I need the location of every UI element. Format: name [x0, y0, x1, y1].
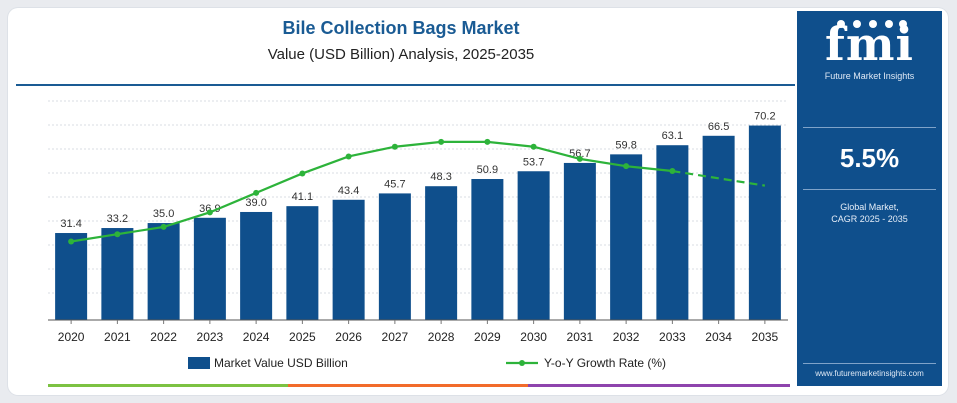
title-divider [16, 84, 795, 86]
bar-2030 [517, 171, 550, 320]
legend-line-label: Y-o-Y Growth Rate (%) [544, 356, 666, 370]
sidebar-divider-bottom [803, 363, 936, 364]
cagr-value: 5.5% [839, 143, 900, 173]
growth-point-2023 [206, 209, 213, 216]
x-tick-label-2029: 2029 [474, 330, 501, 344]
growth-point-2029 [484, 138, 491, 145]
bar-label-2035: 70.2 [754, 111, 775, 123]
chart-card: Bile Collection Bags Market Value (USD B… [8, 8, 948, 395]
x-tick-label-2030: 2030 [520, 330, 547, 344]
growth-line-dashed [672, 169, 766, 187]
growth-point-2030 [530, 143, 537, 150]
bar-2026 [332, 199, 365, 320]
logo-people-icon [837, 20, 907, 28]
legend-bar-swatch [188, 357, 210, 369]
growth-point-2026 [345, 153, 352, 160]
bar-2035 [748, 125, 781, 321]
chart-subtitle: Value (USD Billion) Analysis, 2025-2035 [267, 46, 535, 63]
x-tick-label-2022: 2022 [150, 330, 177, 344]
bottom-accent-bar-orange [288, 384, 528, 387]
x-tick-label-2033: 2033 [659, 330, 686, 344]
bar-2022 [147, 223, 180, 320]
x-tick-label-2032: 2032 [613, 330, 640, 344]
cagr-label-line2: CAGR 2025 - 2035 [831, 214, 908, 224]
x-tick-label-2025: 2025 [289, 330, 316, 344]
bar-2023 [193, 217, 226, 320]
growth-point-2027 [391, 143, 398, 150]
bottom-accent-bar-green [48, 384, 288, 387]
bar-label-2020: 31.4 [60, 218, 81, 230]
growth-point-2028 [438, 138, 445, 145]
growth-point-2025 [299, 170, 306, 177]
bar-2032 [610, 154, 643, 320]
bar-label-2022: 35.0 [153, 208, 174, 220]
x-tick-label-2028: 2028 [428, 330, 455, 344]
growth-point-2031 [576, 155, 583, 162]
bar-2020 [55, 233, 88, 320]
bar-label-2034: 66.5 [708, 121, 729, 133]
logo-tagline: Future Market Insights [824, 71, 915, 81]
bar-label-2023: 36.9 [199, 203, 220, 215]
bar-label-2033: 63.1 [662, 130, 683, 142]
x-tick-label-2020: 2020 [58, 330, 85, 344]
bar-line-chart: 31.4 33.2 35.0 36.9 39.0 41.1 43.4 45.7 48.3 50.9… [48, 100, 788, 370]
bar-label-2026: 43.4 [338, 185, 359, 197]
legend-bar-label: Market Value USD Billion [214, 356, 348, 370]
bar-label-2029: 50.9 [477, 164, 498, 176]
bar-2028 [425, 186, 458, 320]
bar-2033 [656, 145, 689, 320]
growth-point-2033 [669, 168, 676, 175]
bar-label-2024: 39.0 [245, 197, 266, 209]
sidebar-divider-mid [803, 189, 936, 190]
growth-point-2024 [253, 189, 260, 196]
bar-2034 [702, 135, 735, 320]
x-tick-label-2024: 2024 [243, 330, 270, 344]
cagr-label: Global Market, CAGR 2025 - 2035 [797, 201, 942, 225]
chart-title: Bile Collection Bags Market [282, 18, 520, 38]
bar-label-2032: 59.8 [615, 139, 636, 151]
growth-point-2020 [68, 238, 75, 245]
bar-2031 [563, 162, 596, 320]
bar-2027 [378, 193, 411, 320]
x-tick-label-2021: 2021 [104, 330, 131, 344]
x-tick-label-2026: 2026 [335, 330, 362, 344]
bar-label-2025: 41.1 [292, 191, 313, 203]
x-tick-label-2023: 2023 [197, 330, 224, 344]
brand-sidebar: fmi Future Market Insights 5.5% Global M… [797, 11, 942, 386]
x-tick-label-2034: 2034 [705, 330, 732, 344]
growth-line-solid [70, 140, 673, 243]
bar-2025 [286, 206, 319, 320]
bar-2021 [101, 228, 134, 320]
x-tick-label-2027: 2027 [382, 330, 409, 344]
x-tick-label-2031: 2031 [567, 330, 594, 344]
bar-2024 [240, 211, 273, 320]
sidebar-divider-top [803, 127, 936, 128]
growth-point-2022 [160, 223, 167, 230]
bar-label-2021: 33.2 [107, 213, 128, 225]
website-link[interactable]: www.futuremarketinsights.com [815, 369, 924, 378]
legend-line-marker [519, 360, 525, 366]
bar-label-2028: 48.3 [430, 171, 451, 183]
growth-point-2021 [114, 231, 121, 238]
bar-label-2030: 53.7 [523, 156, 544, 168]
fmi-logo: fmi [825, 17, 914, 71]
x-tick-label-2035: 2035 [752, 330, 779, 344]
bar-label-2027: 45.7 [384, 178, 405, 190]
bottom-accent-bar-purple [528, 384, 790, 387]
bar-2029 [471, 179, 504, 320]
growth-point-2032 [623, 163, 630, 170]
cagr-label-line1: Global Market, [840, 202, 899, 212]
